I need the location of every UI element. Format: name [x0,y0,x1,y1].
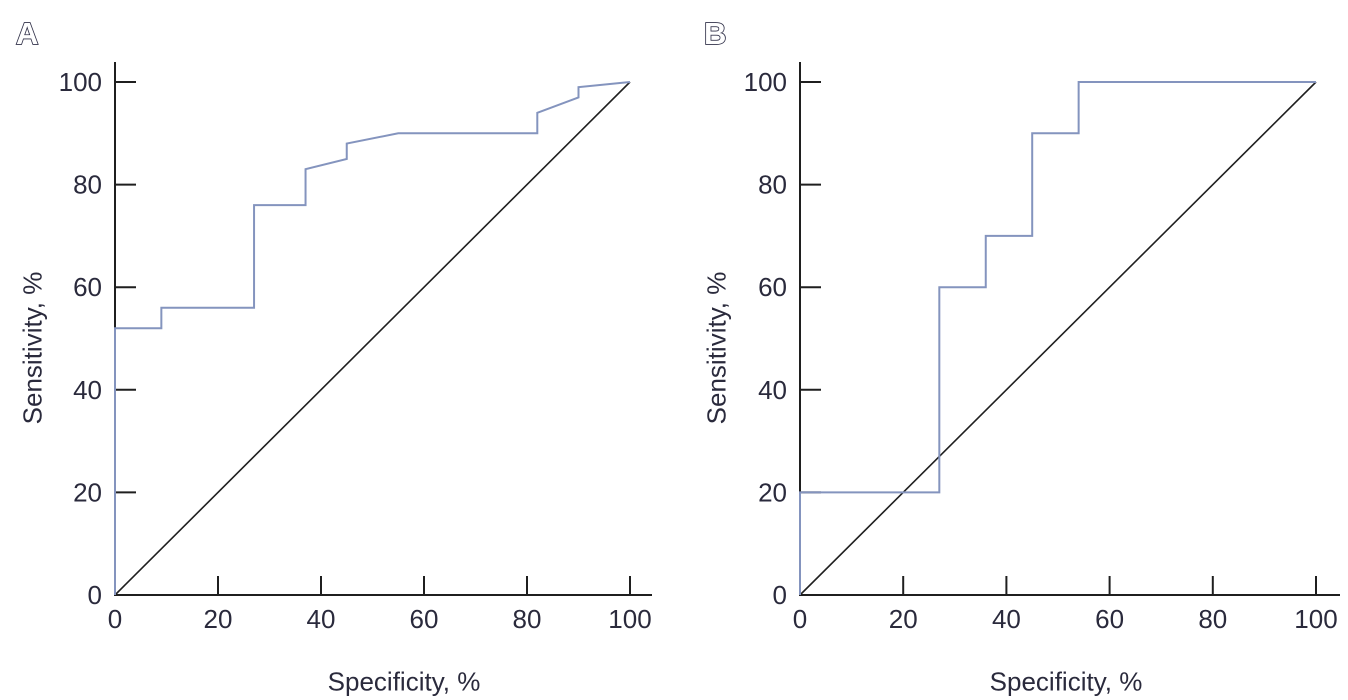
roc-chart-panel-a: 0 20 40 60 80 100 0 20 40 60 80 100 [59,62,652,634]
panel-b-y-axis-title: Sensitivity, % [701,271,732,425]
y-tick-label: 80 [73,170,102,200]
y-tick-label: 100 [59,67,102,97]
panel-b-letter: B [703,15,727,52]
x-tick-label: 40 [307,604,336,634]
x-tick-label: 40 [992,604,1021,634]
x-tick-label: 20 [204,604,233,634]
panel-a-x-axis-title: Specificity, % [327,666,481,697]
y-tick-label: 20 [758,477,787,507]
roc-curve [114,81,631,595]
roc-curve [799,81,1316,595]
y-tick-label: 0 [773,580,787,610]
x-tick-label: 100 [608,604,651,634]
panel-b-letter-text: B [704,16,726,51]
y-tick-label: 60 [73,272,102,302]
y-tick-label: 20 [73,477,102,507]
reference-diagonal [114,81,631,596]
panel-b-x-axis-title: Specificity, % [989,666,1143,697]
x-tick-label: 0 [108,604,122,634]
reference-diagonal [799,81,1317,596]
panel-a-letter-text: A [16,16,38,51]
x-tick-label: 60 [1095,604,1124,634]
x-tick-label: 80 [1198,604,1227,634]
x-tick-label: 20 [889,604,918,634]
x-tick-label: 80 [513,604,542,634]
roc-chart-panel-b: 0 20 40 60 80 100 0 20 40 60 80 100 [744,62,1340,634]
x-tick-label: 60 [410,604,439,634]
panel-a-letter: A [15,15,39,52]
y-tick-label: 100 [744,67,787,97]
y-tick-label: 40 [73,375,102,405]
y-tick-label: 80 [758,170,787,200]
y-tick-label: 60 [758,272,787,302]
x-tick-label: 100 [1294,604,1337,634]
x-tick-label: 0 [793,604,807,634]
y-tick-label: 40 [758,375,787,405]
panel-a-y-axis-title: Sensitivity, % [17,271,48,425]
y-tick-label: 0 [88,580,102,610]
